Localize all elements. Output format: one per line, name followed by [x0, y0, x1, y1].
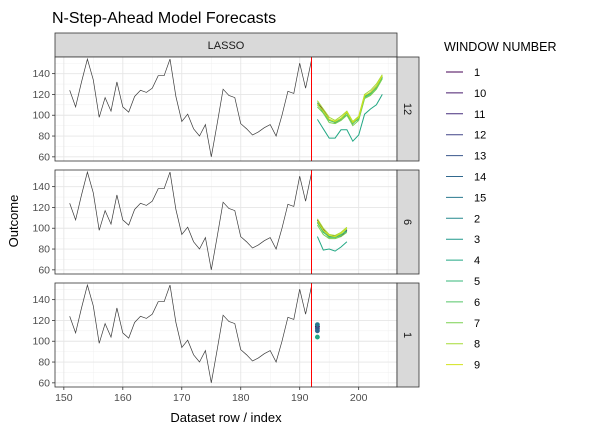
actual-series-line — [69, 57, 312, 157]
y-tick-label: 100 — [32, 223, 50, 235]
panel-strip-label: 1 — [401, 332, 413, 338]
forecast-line-window-4 — [316, 236, 348, 252]
legend-label-4: 4 — [474, 255, 480, 267]
y-tick-label: 140 — [32, 68, 50, 80]
x-tick-label: 170 — [173, 392, 191, 404]
y-tick-label: 100 — [32, 336, 50, 348]
y-tick-label: 60 — [38, 377, 50, 389]
forecast-point-window-15 — [314, 322, 320, 327]
legend-label-1: 1 — [474, 67, 480, 79]
y-tick-label: 120 — [32, 202, 50, 214]
panel-6: 6 60 80 100 120 140 — [32, 169, 420, 276]
panel-strip — [396, 169, 420, 275]
forecast-point-window-14 — [314, 328, 320, 334]
legend-label-2: 2 — [474, 213, 480, 225]
panel-strip-label: 6 — [401, 219, 413, 225]
y-axis-title: Outcome — [6, 195, 21, 248]
y-tick-label: 80 — [38, 131, 50, 143]
forecast-line-window-7 — [316, 224, 348, 240]
legend-title: WINDOW NUMBER — [444, 40, 557, 54]
x-tick-label: 160 — [114, 392, 132, 404]
legend: WINDOW NUMBER 1 10 11 12 13 14 15 2 3 4 5 6 7 8 9 — [444, 40, 557, 372]
forecast-line-window-4 — [316, 94, 383, 143]
y-tick-label: 140 — [32, 181, 50, 193]
legend-label-5: 5 — [474, 276, 480, 288]
x-tick-label: 180 — [232, 392, 250, 404]
legend-label-13: 13 — [474, 151, 486, 163]
legend-label-15: 15 — [474, 192, 486, 204]
forecast-line-window-6 — [316, 222, 348, 239]
panel-background — [55, 283, 397, 387]
y-tick-label: 80 — [38, 244, 50, 256]
x-tick-label: 190 — [291, 392, 309, 404]
panel-12: 12 60 80 100 120 140 — [32, 56, 420, 163]
legend-label-12: 12 — [474, 130, 486, 142]
legend-label-7: 7 — [474, 318, 480, 330]
y-tick-label: 60 — [38, 151, 50, 163]
y-tick-label: 140 — [32, 294, 50, 306]
legend-label-9: 9 — [474, 360, 480, 372]
panel-1: 1 60 80 100 120 140 — [32, 282, 420, 389]
chart-title: N-Step-Ahead Model Forecasts — [52, 10, 276, 27]
actual-series-line — [69, 283, 312, 383]
legend-label-3: 3 — [474, 234, 480, 246]
legend-label-10: 10 — [474, 88, 486, 100]
forecast-line-window-7 — [317, 78, 383, 127]
y-tick-label: 60 — [38, 264, 50, 276]
y-tick-label: 100 — [32, 110, 50, 122]
top-strip — [54, 32, 398, 58]
panel-strip — [396, 282, 420, 388]
forecast-line-window-9 — [316, 220, 348, 238]
panels-group: 1260801001201406608010012014016080100120… — [32, 56, 420, 389]
legend-label-14: 14 — [474, 172, 486, 184]
x-axis-ticks: 150 160 170 180 190 200 — [55, 387, 368, 404]
legend-label-8: 8 — [474, 339, 480, 351]
top-strip-label: LASSO — [208, 40, 245, 52]
legend-label-11: 11 — [474, 109, 485, 121]
actual-series-line — [69, 170, 312, 270]
y-tick-label: 120 — [32, 315, 50, 327]
forecast-line-window-9 — [317, 75, 383, 124]
panel-background — [55, 57, 397, 161]
panel-background — [55, 170, 397, 274]
y-tick-label: 80 — [38, 357, 50, 369]
x-axis-title: Dataset row / index — [170, 410, 282, 425]
legend-label-6: 6 — [474, 297, 480, 309]
forecast-point-window-4 — [314, 334, 320, 340]
panel-strip-label: 12 — [401, 103, 413, 115]
y-tick-label: 120 — [32, 89, 50, 101]
forecast-line-window-8 — [316, 218, 348, 237]
x-tick-label: 200 — [350, 392, 368, 404]
panel-strip — [396, 56, 420, 162]
x-tick-label: 150 — [55, 392, 73, 404]
